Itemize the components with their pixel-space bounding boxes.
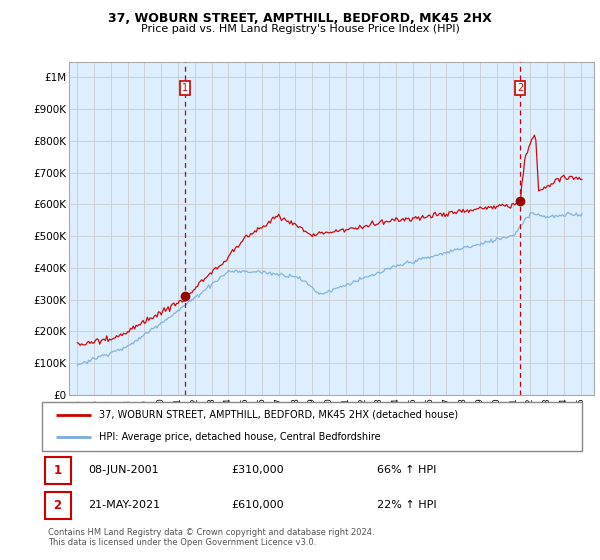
FancyBboxPatch shape xyxy=(45,492,71,519)
Text: HPI: Average price, detached house, Central Bedfordshire: HPI: Average price, detached house, Cent… xyxy=(98,432,380,442)
Text: 37, WOBURN STREET, AMPTHILL, BEDFORD, MK45 2HX (detached house): 37, WOBURN STREET, AMPTHILL, BEDFORD, MK… xyxy=(98,410,458,420)
Text: 2: 2 xyxy=(53,499,62,512)
FancyBboxPatch shape xyxy=(45,457,71,484)
Text: £610,000: £610,000 xyxy=(231,501,284,510)
FancyBboxPatch shape xyxy=(42,402,582,451)
Text: £310,000: £310,000 xyxy=(231,465,284,475)
Text: 66% ↑ HPI: 66% ↑ HPI xyxy=(377,465,436,475)
Text: 21-MAY-2021: 21-MAY-2021 xyxy=(88,501,160,510)
Text: Contains HM Land Registry data © Crown copyright and database right 2024.
This d: Contains HM Land Registry data © Crown c… xyxy=(48,528,374,548)
Text: Price paid vs. HM Land Registry's House Price Index (HPI): Price paid vs. HM Land Registry's House … xyxy=(140,24,460,34)
Text: 1: 1 xyxy=(53,464,62,477)
Text: 37, WOBURN STREET, AMPTHILL, BEDFORD, MK45 2HX: 37, WOBURN STREET, AMPTHILL, BEDFORD, MK… xyxy=(108,12,492,25)
Text: 1: 1 xyxy=(182,83,188,94)
Text: 22% ↑ HPI: 22% ↑ HPI xyxy=(377,501,436,510)
Text: 08-JUN-2001: 08-JUN-2001 xyxy=(88,465,158,475)
Text: 2: 2 xyxy=(517,83,523,94)
